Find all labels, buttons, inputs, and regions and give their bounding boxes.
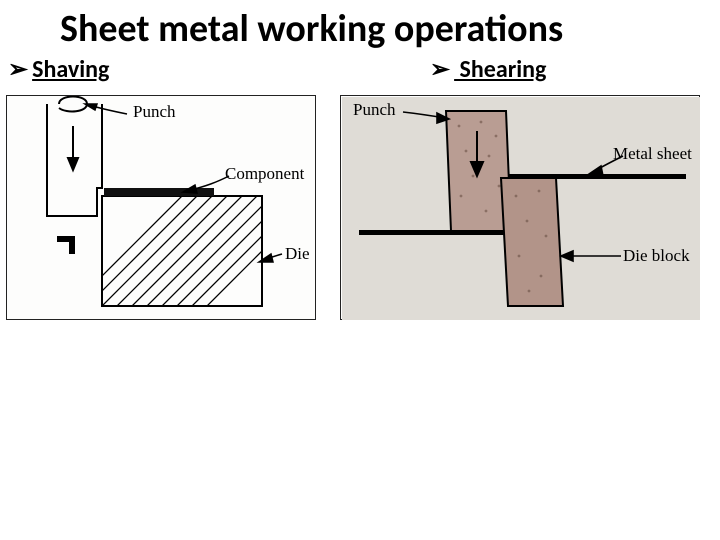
heading-shaving-text: Shaving: [32, 55, 109, 84]
lower-bracket: [57, 236, 75, 254]
punch: [47, 97, 102, 217]
shaving-figure: Punch Component Die: [6, 95, 316, 320]
page-title: Sheet metal working operations: [60, 6, 563, 52]
shearing-figure: Punch Metal sheet Die block: [340, 95, 700, 320]
heading-shaving: ➢Shaving: [8, 55, 109, 84]
heading-shearing: ➢ Shearing: [430, 55, 546, 84]
label-component: Component: [225, 164, 304, 184]
label-die: Die: [285, 244, 310, 264]
shaving-svg: [7, 96, 317, 321]
punch-arrow: [68, 126, 78, 170]
bullet-icon: ➢: [8, 55, 28, 84]
label-die-block: Die block: [623, 246, 690, 266]
die-block: [501, 178, 563, 306]
label-punch: Punch: [133, 102, 176, 122]
heading-shearing-text: Shearing: [454, 55, 546, 84]
shearing-svg: [341, 96, 701, 321]
label-metal-sheet: Metal sheet: [613, 144, 692, 164]
label-punch-r: Punch: [353, 100, 396, 120]
bullet-icon: ➢: [430, 55, 450, 84]
